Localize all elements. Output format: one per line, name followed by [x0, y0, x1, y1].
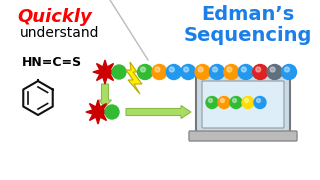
Circle shape: [253, 64, 268, 80]
Circle shape: [218, 96, 230, 109]
Circle shape: [212, 67, 218, 72]
Circle shape: [140, 67, 146, 72]
Polygon shape: [93, 60, 117, 84]
Circle shape: [112, 65, 126, 79]
Polygon shape: [126, 62, 142, 94]
FancyBboxPatch shape: [202, 81, 284, 128]
FancyArrow shape: [126, 105, 191, 118]
FancyBboxPatch shape: [189, 131, 297, 141]
Circle shape: [242, 96, 254, 109]
Circle shape: [195, 64, 210, 80]
Text: HN=C=S: HN=C=S: [22, 55, 82, 69]
Circle shape: [105, 105, 119, 119]
Circle shape: [169, 67, 174, 72]
FancyArrow shape: [99, 84, 111, 107]
Circle shape: [155, 67, 160, 72]
Circle shape: [206, 96, 218, 109]
Circle shape: [270, 67, 275, 72]
Circle shape: [233, 98, 236, 102]
Polygon shape: [86, 100, 110, 124]
Text: Quickly: Quickly: [18, 8, 92, 26]
Circle shape: [210, 64, 225, 80]
Circle shape: [256, 67, 261, 72]
Circle shape: [220, 98, 225, 102]
Circle shape: [241, 67, 246, 72]
Circle shape: [209, 98, 212, 102]
Circle shape: [152, 64, 167, 80]
Circle shape: [227, 67, 232, 72]
Circle shape: [257, 98, 260, 102]
Circle shape: [181, 64, 196, 80]
Circle shape: [166, 64, 181, 80]
Circle shape: [267, 64, 282, 80]
Circle shape: [198, 67, 203, 72]
Circle shape: [230, 96, 242, 109]
Circle shape: [282, 64, 297, 80]
Circle shape: [224, 64, 239, 80]
Circle shape: [238, 64, 253, 80]
FancyBboxPatch shape: [196, 75, 290, 134]
Circle shape: [138, 64, 153, 80]
Circle shape: [244, 98, 249, 102]
Text: understand: understand: [20, 26, 100, 40]
Text: Edman’s
Sequencing: Edman’s Sequencing: [184, 5, 312, 45]
Circle shape: [254, 96, 266, 109]
Circle shape: [284, 67, 290, 72]
Circle shape: [184, 67, 189, 72]
